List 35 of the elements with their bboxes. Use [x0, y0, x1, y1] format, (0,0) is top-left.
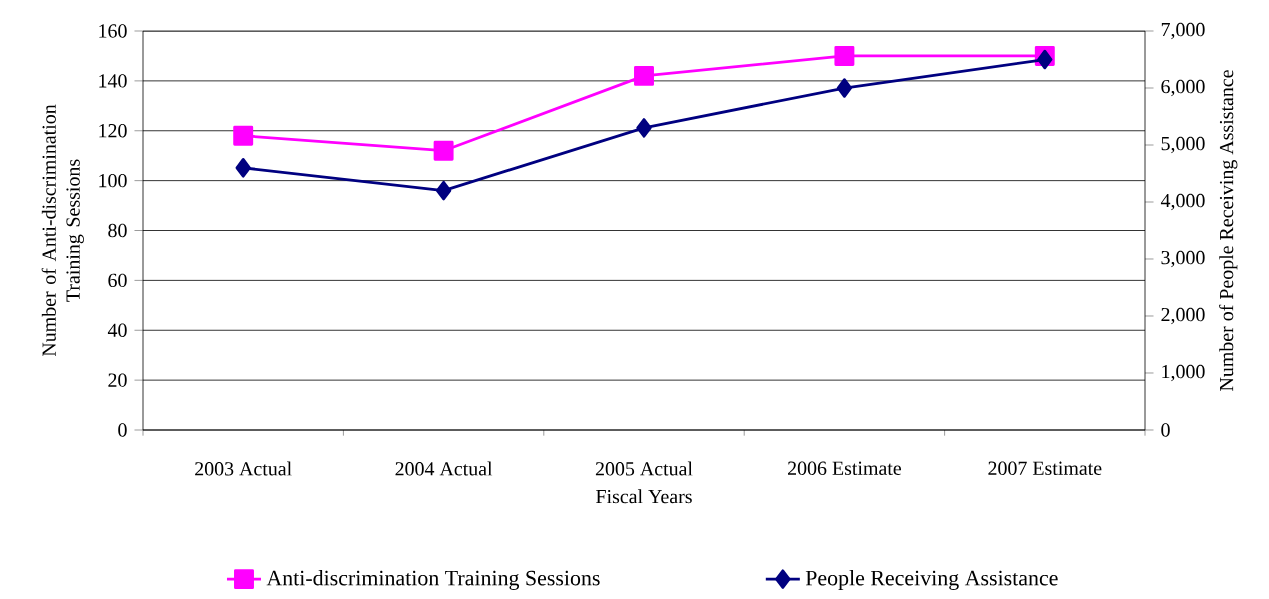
y-tick-label: 40: [107, 323, 127, 337]
y-tick-label: 140: [99, 74, 127, 88]
x-axis-title: Fiscal Years: [596, 489, 692, 504]
y2-tick-label: 7,000: [1161, 22, 1205, 40]
y-axis-title: Number of Anti-discrimination Training Sessions: [41, 104, 84, 357]
legend-label: Anti-discrimination Training Sessions: [266, 570, 600, 590]
x-tick-label: 2005 Actual: [595, 461, 693, 476]
y2-tick-label: 1,000: [1162, 364, 1205, 382]
y-tick-label: 120: [99, 124, 127, 138]
y-tick-label: 0: [118, 423, 127, 437]
y-tick-label: 160: [99, 24, 127, 38]
y2-tick-label: 3,000: [1161, 250, 1205, 268]
y2-tick-label: 5,000: [1161, 136, 1205, 154]
y-tick-label: 20: [108, 373, 127, 387]
point: [634, 65, 654, 86]
y-tick-label: 100: [99, 173, 127, 188]
y2-axis-title: Number of People Receiving Assistance: [1219, 70, 1238, 391]
point: [834, 45, 855, 66]
x-tick-label: 2006 Estimate: [788, 461, 902, 475]
legend-label: People Receiving Assistance: [805, 570, 1058, 590]
y2-tick-label: 2,000: [1161, 307, 1205, 325]
point: [433, 140, 454, 161]
point: [636, 118, 652, 138]
x-tick-label: 2004 Actual: [395, 461, 493, 476]
y2-tick-label: 6,000: [1161, 79, 1205, 97]
x-tick-label: 2007 Estimate: [988, 461, 1102, 475]
y2-tick-label: 0: [1161, 423, 1170, 437]
y-tick-label: 80: [108, 223, 127, 238]
point: [435, 180, 452, 201]
y2-tick-label: 4,000: [1160, 193, 1205, 211]
x-tick-label: 2003 Actual: [195, 461, 292, 476]
point: [836, 78, 853, 98]
point: [233, 125, 254, 146]
point: [235, 158, 251, 178]
y-tick-label: 60: [108, 273, 127, 288]
